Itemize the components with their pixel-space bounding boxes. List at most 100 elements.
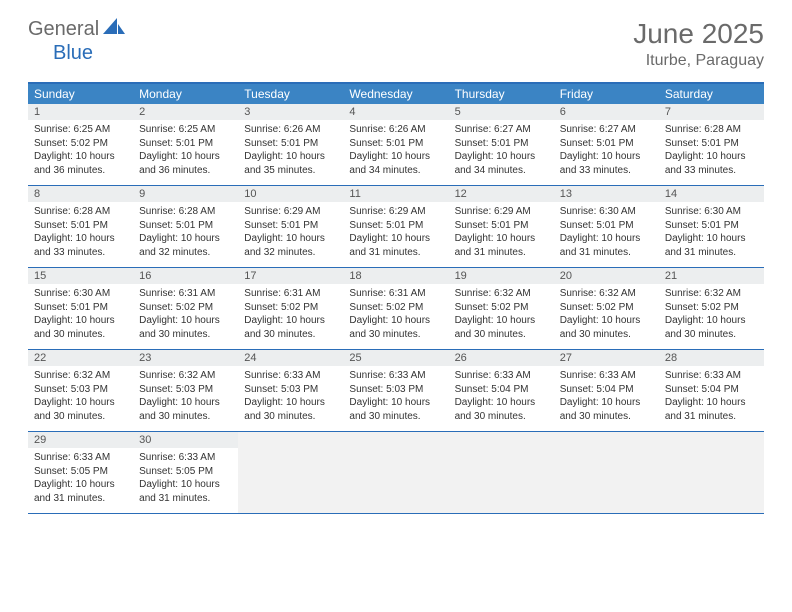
weekday-header: Sunday (28, 84, 133, 104)
sunrise-text: Sunrise: 6:33 AM (665, 369, 758, 383)
sunrise-text: Sunrise: 6:29 AM (244, 205, 337, 219)
sunrise-text: Sunrise: 6:30 AM (665, 205, 758, 219)
day-number: 24 (238, 350, 343, 366)
sunrise-text: Sunrise: 6:33 AM (349, 369, 442, 383)
sunset-text: Sunset: 5:02 PM (139, 301, 232, 315)
sunset-text: Sunset: 5:01 PM (455, 219, 548, 233)
sunset-text: Sunset: 5:01 PM (349, 219, 442, 233)
daylight-text: Daylight: 10 hours and 30 minutes. (455, 396, 548, 423)
daylight-text: Daylight: 10 hours and 30 minutes. (455, 314, 548, 341)
day-body: Sunrise: 6:33 AMSunset: 5:04 PMDaylight:… (449, 366, 554, 423)
day-number: 11 (343, 186, 448, 202)
day-cell: 26Sunrise: 6:33 AMSunset: 5:04 PMDayligh… (449, 350, 554, 431)
day-body: Sunrise: 6:29 AMSunset: 5:01 PMDaylight:… (238, 202, 343, 259)
daylight-text: Daylight: 10 hours and 31 minutes. (560, 232, 653, 259)
day-cell: 9Sunrise: 6:28 AMSunset: 5:01 PMDaylight… (133, 186, 238, 267)
daylight-text: Daylight: 10 hours and 30 minutes. (34, 314, 127, 341)
sunset-text: Sunset: 5:01 PM (665, 137, 758, 151)
sunrise-text: Sunrise: 6:28 AM (34, 205, 127, 219)
logo-text-general: General (28, 18, 99, 41)
sunrise-text: Sunrise: 6:33 AM (244, 369, 337, 383)
sunrise-text: Sunrise: 6:33 AM (455, 369, 548, 383)
day-number: 15 (28, 268, 133, 284)
day-number: 10 (238, 186, 343, 202)
sunset-text: Sunset: 5:02 PM (244, 301, 337, 315)
logo-sail-icon (103, 18, 125, 41)
daylight-text: Daylight: 10 hours and 31 minutes. (34, 478, 127, 505)
daylight-text: Daylight: 10 hours and 32 minutes. (244, 232, 337, 259)
week-row: 8Sunrise: 6:28 AMSunset: 5:01 PMDaylight… (28, 186, 764, 268)
day-number: 20 (554, 268, 659, 284)
day-number: 14 (659, 186, 764, 202)
day-number: 4 (343, 104, 448, 120)
day-number: 19 (449, 268, 554, 284)
sunset-text: Sunset: 5:02 PM (34, 137, 127, 151)
daylight-text: Daylight: 10 hours and 30 minutes. (139, 396, 232, 423)
sunset-text: Sunset: 5:01 PM (560, 219, 653, 233)
sunrise-text: Sunrise: 6:31 AM (349, 287, 442, 301)
day-cell: 15Sunrise: 6:30 AMSunset: 5:01 PMDayligh… (28, 268, 133, 349)
logo-text-blue: Blue (53, 42, 93, 64)
day-cell: 29Sunrise: 6:33 AMSunset: 5:05 PMDayligh… (28, 432, 133, 513)
sunrise-text: Sunrise: 6:29 AM (455, 205, 548, 219)
day-cell: 27Sunrise: 6:33 AMSunset: 5:04 PMDayligh… (554, 350, 659, 431)
daylight-text: Daylight: 10 hours and 34 minutes. (455, 150, 548, 177)
day-body: Sunrise: 6:25 AMSunset: 5:02 PMDaylight:… (28, 120, 133, 177)
sunrise-text: Sunrise: 6:25 AM (34, 123, 127, 137)
day-cell-empty (238, 432, 343, 513)
daylight-text: Daylight: 10 hours and 30 minutes. (34, 396, 127, 423)
day-cell: 13Sunrise: 6:30 AMSunset: 5:01 PMDayligh… (554, 186, 659, 267)
day-body: Sunrise: 6:33 AMSunset: 5:05 PMDaylight:… (133, 448, 238, 505)
sunrise-text: Sunrise: 6:26 AM (349, 123, 442, 137)
daylight-text: Daylight: 10 hours and 36 minutes. (139, 150, 232, 177)
day-number: 17 (238, 268, 343, 284)
day-cell: 3Sunrise: 6:26 AMSunset: 5:01 PMDaylight… (238, 104, 343, 185)
day-cell: 8Sunrise: 6:28 AMSunset: 5:01 PMDaylight… (28, 186, 133, 267)
day-cell-empty (449, 432, 554, 513)
daylight-text: Daylight: 10 hours and 31 minutes. (349, 232, 442, 259)
day-cell-empty (554, 432, 659, 513)
day-body: Sunrise: 6:25 AMSunset: 5:01 PMDaylight:… (133, 120, 238, 177)
day-number: 9 (133, 186, 238, 202)
title-block: June 2025 Iturbe, Paraguay (633, 18, 764, 70)
calendar: SundayMondayTuesdayWednesdayThursdayFrid… (28, 82, 764, 514)
daylight-text: Daylight: 10 hours and 30 minutes. (349, 396, 442, 423)
day-cell: 14Sunrise: 6:30 AMSunset: 5:01 PMDayligh… (659, 186, 764, 267)
daylight-text: Daylight: 10 hours and 36 minutes. (34, 150, 127, 177)
sunset-text: Sunset: 5:02 PM (665, 301, 758, 315)
day-cell: 25Sunrise: 6:33 AMSunset: 5:03 PMDayligh… (343, 350, 448, 431)
sunset-text: Sunset: 5:01 PM (139, 219, 232, 233)
logo: General (28, 18, 127, 41)
day-cell: 1Sunrise: 6:25 AMSunset: 5:02 PMDaylight… (28, 104, 133, 185)
day-number: 12 (449, 186, 554, 202)
day-cell: 30Sunrise: 6:33 AMSunset: 5:05 PMDayligh… (133, 432, 238, 513)
day-number: 30 (133, 432, 238, 448)
month-title: June 2025 (633, 18, 764, 50)
day-cell: 19Sunrise: 6:32 AMSunset: 5:02 PMDayligh… (449, 268, 554, 349)
sunrise-text: Sunrise: 6:28 AM (665, 123, 758, 137)
day-number: 3 (238, 104, 343, 120)
weekday-header: Saturday (659, 84, 764, 104)
day-cell: 4Sunrise: 6:26 AMSunset: 5:01 PMDaylight… (343, 104, 448, 185)
day-cell: 17Sunrise: 6:31 AMSunset: 5:02 PMDayligh… (238, 268, 343, 349)
sunset-text: Sunset: 5:02 PM (349, 301, 442, 315)
day-cell: 20Sunrise: 6:32 AMSunset: 5:02 PMDayligh… (554, 268, 659, 349)
day-body: Sunrise: 6:31 AMSunset: 5:02 PMDaylight:… (238, 284, 343, 341)
day-number: 21 (659, 268, 764, 284)
day-cell-empty (659, 432, 764, 513)
sunset-text: Sunset: 5:05 PM (139, 465, 232, 479)
sunrise-text: Sunrise: 6:30 AM (34, 287, 127, 301)
sunrise-text: Sunrise: 6:33 AM (560, 369, 653, 383)
day-number: 8 (28, 186, 133, 202)
day-body: Sunrise: 6:33 AMSunset: 5:05 PMDaylight:… (28, 448, 133, 505)
daylight-text: Daylight: 10 hours and 30 minutes. (665, 314, 758, 341)
sunrise-text: Sunrise: 6:25 AM (139, 123, 232, 137)
day-number: 25 (343, 350, 448, 366)
sunset-text: Sunset: 5:04 PM (665, 383, 758, 397)
day-body: Sunrise: 6:29 AMSunset: 5:01 PMDaylight:… (449, 202, 554, 259)
sunset-text: Sunset: 5:05 PM (34, 465, 127, 479)
day-body: Sunrise: 6:29 AMSunset: 5:01 PMDaylight:… (343, 202, 448, 259)
day-body: Sunrise: 6:30 AMSunset: 5:01 PMDaylight:… (659, 202, 764, 259)
sunset-text: Sunset: 5:01 PM (139, 137, 232, 151)
daylight-text: Daylight: 10 hours and 30 minutes. (349, 314, 442, 341)
